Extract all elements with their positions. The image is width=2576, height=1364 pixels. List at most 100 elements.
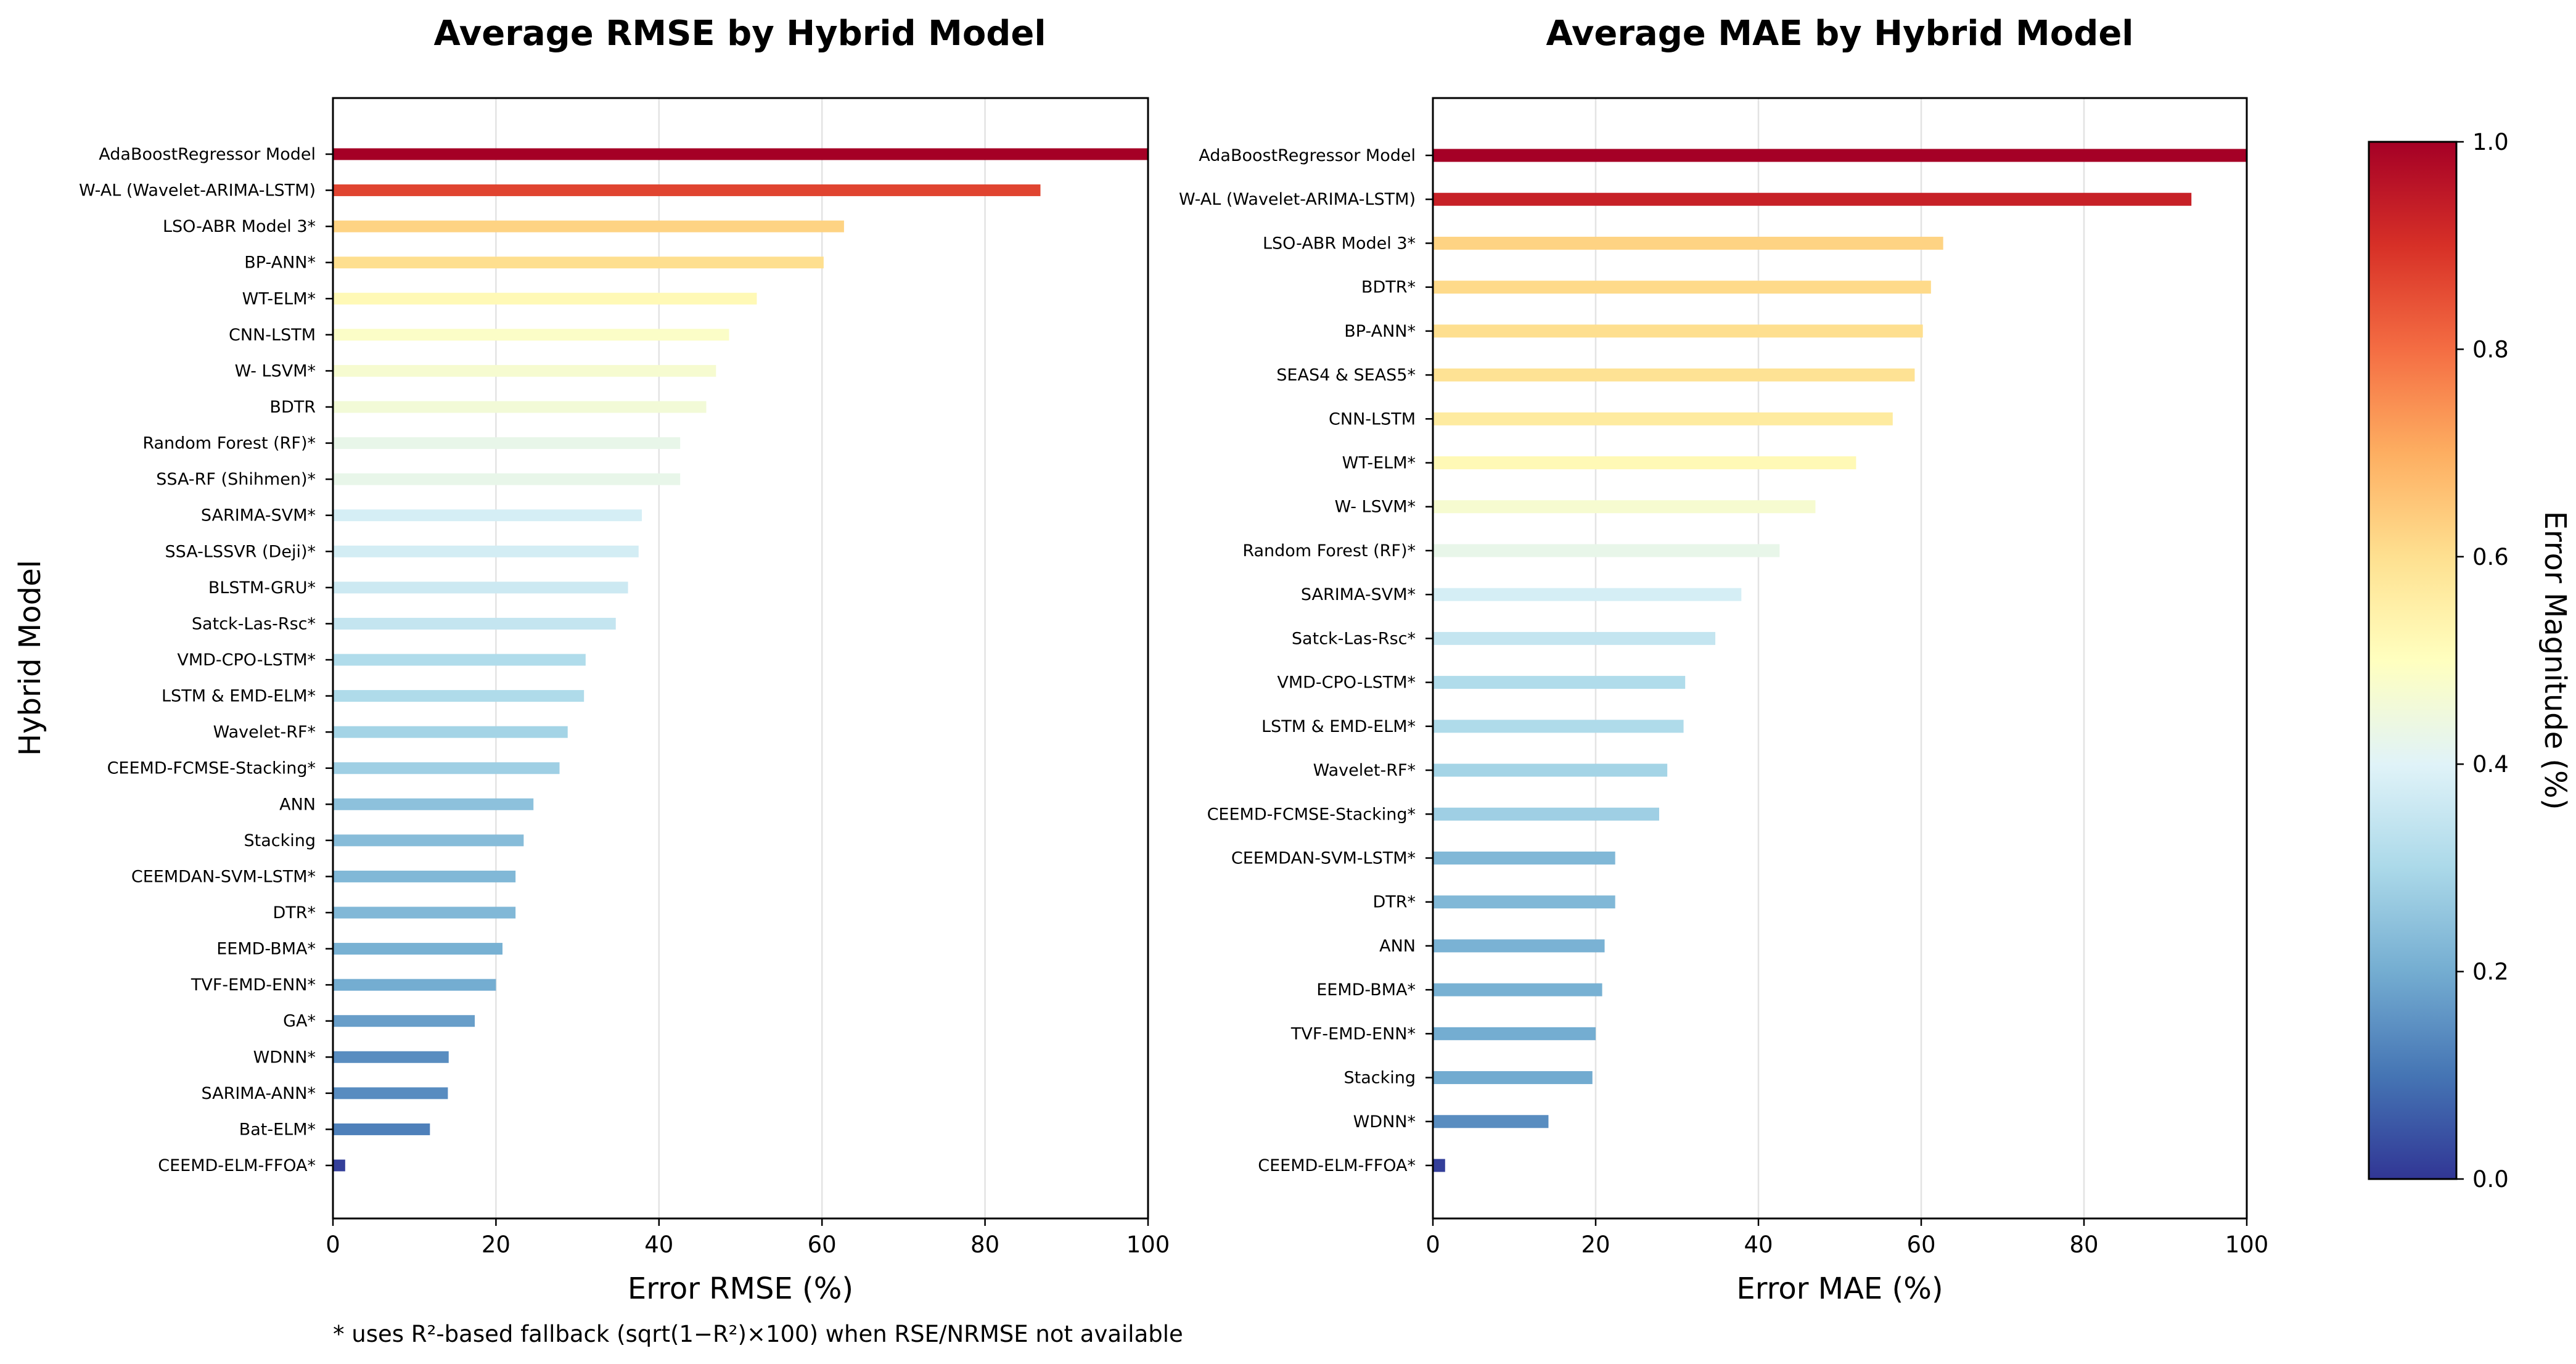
footnote: * uses R²-based fallback (sqrt(1−R²)×100… <box>333 1321 1183 1347</box>
mae-bar <box>1433 368 1915 382</box>
rmse-category-label: TVF-EMD-ENN* <box>191 976 316 995</box>
rmse-category-label: LSO-ABR Model 3* <box>163 217 316 236</box>
mae-category-label: TVF-EMD-ENN* <box>1290 1024 1416 1043</box>
mae-x-tick-label: 40 <box>1744 1231 1773 1258</box>
mae-category-label: WDNN* <box>1353 1112 1416 1132</box>
rmse-bar <box>333 509 642 522</box>
mae-bar <box>1433 412 1893 425</box>
mae-category-label: AdaBoostRegressor Model <box>1199 146 1416 165</box>
mae-bar <box>1433 192 2192 206</box>
rmse-bar <box>333 545 639 557</box>
rmse-bar <box>333 1123 430 1135</box>
mae-bar <box>1433 324 1923 338</box>
rmse-bar <box>333 581 628 594</box>
rmse-category-label: SARIMA-SVM* <box>201 506 316 525</box>
mae-bar <box>1433 1071 1593 1085</box>
rmse-x-tick-label: 60 <box>808 1231 837 1258</box>
rmse-bar <box>333 364 716 377</box>
rmse-bar <box>333 437 681 450</box>
rmse-bar <box>333 870 516 882</box>
rmse-x-tick-label: 40 <box>644 1231 673 1258</box>
rmse-category-label: BDTR <box>269 398 316 417</box>
rmse-bar <box>333 979 496 991</box>
colorbar-tick-label: 0.8 <box>2472 336 2509 363</box>
mae-bar <box>1433 763 1668 777</box>
rmse-bar <box>333 834 524 847</box>
colorbar-tick-label: 0.2 <box>2472 959 2509 985</box>
rmse-bar <box>333 220 844 232</box>
rmse-x-tick-label: 0 <box>326 1231 340 1258</box>
rmse-category-label: SSA-RF (Shihmen)* <box>156 470 316 489</box>
rmse-category-label: BP-ANN* <box>244 253 316 273</box>
rmse-x-axis-label: Error RMSE (%) <box>628 1272 853 1306</box>
mae-category-label: CEEMD-ELM-FFOA* <box>1258 1156 1416 1175</box>
rmse-plot-frame <box>332 97 1149 1220</box>
rmse-bar <box>333 654 586 666</box>
colorbar-gradient <box>2368 141 2458 1180</box>
colorbar-tick-label: 1.0 <box>2472 129 2509 155</box>
rmse-y-axis-label: Hybrid Model <box>13 560 47 756</box>
rmse-bar <box>333 257 824 269</box>
rmse-x-tick-label: 80 <box>970 1231 999 1258</box>
colorbar-tick-label: 0.0 <box>2472 1166 2509 1193</box>
mae-x-tick-label: 0 <box>1425 1231 1440 1258</box>
rmse-category-label: Bat-ELM* <box>239 1120 316 1139</box>
colorbar: 0.0 0.2 0.4 0.6 0.8 1.0 Error Magnitude (%) <box>2368 129 2572 1193</box>
mae-category-label: LSO-ABR Model 3* <box>1263 234 1416 253</box>
mae-category-label: Wavelet-RF* <box>1313 761 1416 780</box>
rmse-category-label: VMD-CPO-LSTM* <box>177 651 316 670</box>
mae-bar <box>1433 676 1686 689</box>
mae-plot-frame <box>1432 97 2248 1220</box>
mae-bar <box>1433 1027 1596 1040</box>
colorbar-tick-label: 0.6 <box>2472 544 2509 570</box>
rmse-category-label: SARIMA-ANN* <box>201 1084 316 1103</box>
mae-bar <box>1433 236 1943 250</box>
colorbar-label: Error Magnitude (%) <box>2538 511 2572 810</box>
rmse-category-label: W- LSVM* <box>235 361 316 380</box>
rmse-bar <box>333 798 534 810</box>
mae-category-label: CEEMDAN-SVM-LSTM* <box>1231 848 1416 868</box>
rmse-category-label: AdaBoostRegressor Model <box>99 145 316 164</box>
rmse-bar <box>333 1051 449 1063</box>
rmse-bar <box>333 184 1041 197</box>
rmse-title: Average RMSE by Hybrid Model <box>433 14 1046 54</box>
mae-bar <box>1433 456 1856 470</box>
colorbar-tick-label: 0.4 <box>2472 751 2509 778</box>
mae-category-label: SEAS4 & SEAS5* <box>1276 366 1416 385</box>
mae-category-label: CNN-LSTM <box>1329 409 1416 429</box>
rmse-category-label: SSA-LSSVR (Deji)* <box>165 542 316 561</box>
mae-bar <box>1433 281 1931 294</box>
rmse-x-tick-label: 20 <box>482 1231 511 1258</box>
mae-category-label: ANN <box>1379 937 1416 956</box>
rmse-category-label: CNN-LSTM <box>229 326 316 345</box>
rmse-bar <box>333 906 516 919</box>
mae-bar <box>1433 500 1816 514</box>
rmse-bar <box>333 329 729 341</box>
rmse-bar <box>333 762 560 774</box>
mae-bar <box>1433 939 1605 953</box>
mae-category-label: EEMD-BMA* <box>1316 980 1416 1000</box>
mae-category-label: BDTR* <box>1361 278 1416 297</box>
mae-x-tick-label: 20 <box>1581 1231 1610 1258</box>
rmse-category-label: EEMD-BMA* <box>216 940 316 959</box>
mae-category-label: BP-ANN* <box>1344 322 1416 341</box>
rmse-bar <box>333 292 757 305</box>
mae-category-label: Satck-Las-Rsc* <box>1292 629 1416 648</box>
rmse-bar <box>333 401 707 413</box>
rmse-category-label: BLSTM-GRU* <box>208 578 316 598</box>
rmse-category-label: CEEMD-FCMSE-Stacking* <box>107 759 316 778</box>
rmse-bar <box>333 943 502 955</box>
mae-category-label: WT-ELM* <box>1342 454 1416 473</box>
rmse-category-label: DTR* <box>273 903 316 922</box>
mae-category-label: W-AL (Wavelet-ARIMA-LSTM) <box>1179 190 1416 209</box>
mae-x-tick-label: 100 <box>2225 1231 2269 1258</box>
rmse-category-label: Random Forest (RF)* <box>142 434 316 453</box>
mae-x-axis-label: Error MAE (%) <box>1736 1272 1943 1306</box>
mae-bar <box>1433 807 1659 821</box>
rmse-bar <box>333 617 616 630</box>
mae-bar <box>1433 895 1615 909</box>
rmse-category-label: Wavelet-RF* <box>213 723 316 742</box>
mae-x-tick-label: 80 <box>2069 1231 2098 1258</box>
rmse-bar <box>333 1087 448 1099</box>
